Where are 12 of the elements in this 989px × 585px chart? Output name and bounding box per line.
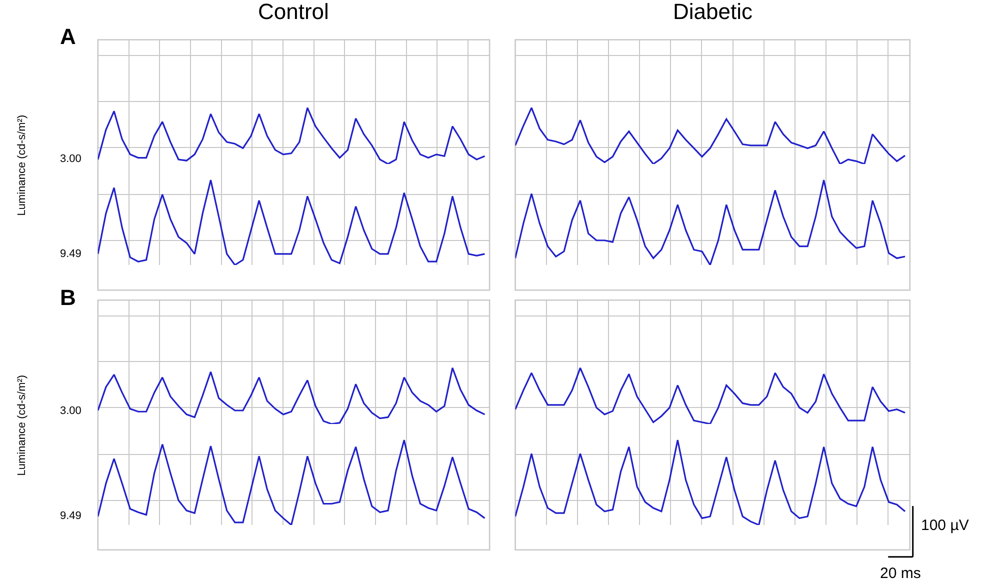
series-label: 3.00 bbox=[60, 405, 82, 417]
y-axis-title: Luminance (cd-s/m²) bbox=[16, 374, 28, 476]
text: 100 µV bbox=[921, 517, 969, 534]
text: B bbox=[60, 285, 76, 310]
chart-title: Diabetic bbox=[673, 0, 752, 24]
chart-title: Control bbox=[258, 0, 329, 24]
series-label: 9.49 bbox=[60, 248, 82, 260]
text: A bbox=[60, 24, 76, 49]
series-label: 9.49 bbox=[60, 510, 82, 522]
series-label: 3.00 bbox=[60, 153, 82, 165]
text: 20 ms bbox=[880, 565, 921, 582]
y-axis-title: Luminance (cd-s/m²) bbox=[16, 114, 28, 216]
